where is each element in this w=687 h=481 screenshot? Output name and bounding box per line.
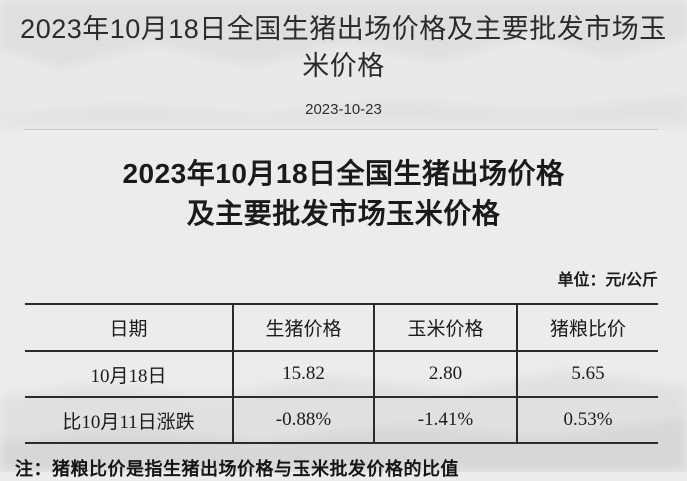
cell-change-label: 比10月11日涨跌 — [62, 411, 195, 433]
publish-date: 2023-10-23 — [305, 101, 382, 118]
article-title-line1: 2023年10月18日全国生猪出场价格 — [122, 158, 565, 189]
cell-pig-price: 15.82 — [232, 351, 374, 397]
col-header-pig-price: 生猪价格 — [232, 304, 374, 351]
page-header: 2023年10月18日全国生猪出场价格及主要批发市场玉 米价格 2023-10-… — [0, 0, 687, 130]
table-row-current: 10月18日 15.82 2.80 5.65 — [25, 351, 658, 397]
cell-corn-change: -1.41% — [373, 397, 517, 443]
col-header-date: 日期 — [109, 319, 148, 340]
price-table: 日期 生猪价格 玉米价格 猪粮比价 10月18日 15.82 2.80 5.65… — [25, 303, 658, 444]
page-title: 2023年10月18日全国生猪出场价格及主要批发市场玉 米价格 — [0, 11, 687, 85]
col-header-corn-price: 玉米价格 — [373, 304, 517, 351]
page-title-line1: 2023年10月18日全国生猪出场价格及主要批发市场玉 — [20, 14, 667, 44]
cell-date: 10月18日 — [90, 365, 167, 387]
article-title-line2: 及主要批发市场玉米价格 — [186, 198, 501, 229]
article-title: 2023年10月18日全国生猪出场价格 及主要批发市场玉米价格 — [0, 154, 687, 234]
article-body: 2023年10月18日全国生猪出场价格 及主要批发市场玉米价格 单位：元/公斤 … — [0, 130, 687, 481]
page-title-line2: 米价格 — [302, 51, 385, 81]
table-row-change: 比10月11日涨跌 -0.88% -1.41% 0.53% — [25, 397, 658, 443]
footnote: 注：猪粮比价是指生猪出场价格与玉米批发价格的比值 — [15, 459, 459, 479]
cell-ratio: 5.65 — [516, 351, 658, 397]
cell-pig-change: -0.88% — [232, 397, 374, 443]
cell-corn-price: 2.80 — [373, 351, 517, 397]
col-header-ratio: 猪粮比价 — [516, 304, 658, 351]
cell-ratio-change: 0.53% — [516, 397, 658, 443]
table-header-row: 日期 生猪价格 玉米价格 猪粮比价 — [25, 304, 658, 351]
unit-label: 单位：元/公斤 — [557, 272, 658, 289]
header-divider — [24, 129, 658, 130]
